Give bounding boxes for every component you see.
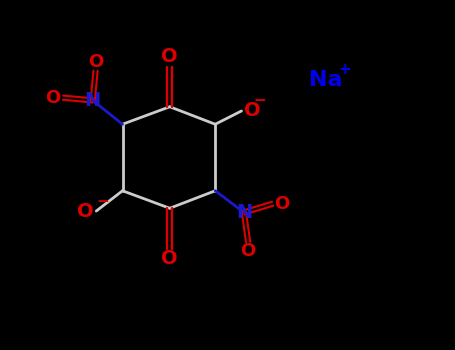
Text: −: − [96,194,109,209]
Text: +: + [339,62,351,77]
Text: O: O [241,242,256,260]
Text: O: O [244,102,261,120]
Text: O: O [162,47,178,66]
Text: O: O [77,202,93,220]
Text: −: − [253,93,266,108]
Text: O: O [88,52,103,71]
Text: O: O [274,195,289,213]
Text: N: N [236,203,252,222]
Text: O: O [46,89,61,107]
Text: Na: Na [309,70,342,91]
Text: O: O [162,249,178,268]
Text: N: N [85,91,101,110]
